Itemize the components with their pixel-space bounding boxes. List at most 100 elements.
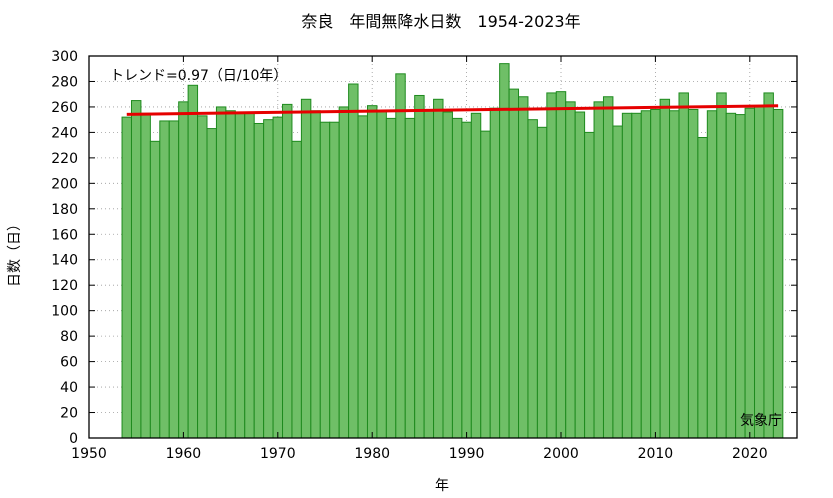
bar-1977 [338, 106, 350, 439]
bar-1982 [385, 117, 397, 439]
bar-2005 [602, 96, 614, 439]
chart-title: 奈良 年間無降水日数 1954-2023年 [301, 12, 580, 31]
bar-2010 [650, 108, 661, 439]
bar-2012 [669, 110, 680, 439]
bar-1965 [225, 110, 236, 439]
bar-1983 [395, 73, 406, 439]
y-axis-ticks: 0 20 40 60 80 100 120 140 160 180 200 220 240 260 280 3… [51, 49, 797, 447]
y-tick-label: 20 [60, 406, 78, 422]
bar-1960 [178, 101, 189, 439]
bar-1973 [300, 98, 312, 439]
bar-1979 [357, 115, 368, 439]
bar-1974 [310, 110, 321, 439]
bar-1978 [348, 83, 359, 439]
bar-2002 [574, 111, 586, 439]
x-tick-label: 1950 [71, 446, 107, 462]
bar-2013 [678, 92, 689, 439]
bar-1987 [433, 98, 444, 439]
bar-1964 [215, 106, 227, 439]
y-tick-label: 120 [51, 278, 78, 294]
bar-1970 [272, 116, 284, 439]
bar-2009 [640, 110, 652, 439]
x-axis-ticks: 1950 1960 1970 1980 1990 2000 2010 2020 [71, 56, 768, 462]
y-tick-label: 220 [51, 151, 78, 167]
x-tick-label: 1980 [354, 446, 390, 462]
bar-2008 [631, 112, 642, 439]
bar-1975 [319, 121, 331, 439]
bar-1985 [414, 94, 425, 439]
bar-1966 [234, 112, 246, 439]
y-tick-label: 140 [51, 253, 78, 269]
bar-1990 [461, 121, 472, 439]
bar-1967 [244, 112, 255, 439]
bar-1958 [159, 120, 170, 439]
bar-1959 [168, 120, 180, 439]
source-label: 気象庁 [740, 413, 782, 429]
x-tick-label: 1970 [260, 446, 296, 462]
bar-1989 [451, 117, 463, 439]
bar-2007 [621, 112, 633, 439]
bar-1986 [423, 108, 435, 439]
bar-2011 [659, 98, 671, 439]
bar-1962 [197, 115, 208, 439]
bar-1988 [442, 111, 453, 439]
bar-2022 [763, 92, 774, 439]
bar-2017 [716, 92, 727, 439]
bar-2019 [735, 114, 746, 439]
bar-2016 [706, 110, 718, 439]
bar-1957 [149, 140, 161, 439]
bar-1994 [499, 63, 510, 439]
x-axis-label: 年 [435, 478, 449, 494]
bar-1991 [470, 112, 482, 439]
bar-1954 [121, 116, 132, 439]
x-tick-label: 2020 [732, 446, 768, 462]
y-tick-label: 60 [60, 355, 78, 371]
y-tick-label: 280 [51, 74, 78, 90]
bar-1997 [527, 119, 538, 439]
bar-1968 [253, 122, 265, 439]
bar-1971 [282, 103, 293, 439]
bar-1996 [518, 96, 529, 439]
bar-2006 [612, 125, 623, 439]
bar-1961 [187, 84, 199, 439]
bar-2001 [565, 101, 576, 439]
bar-1998 [536, 126, 548, 439]
y-tick-label: 180 [51, 202, 78, 218]
trend-label: トレンド=0.97（日/10年） [110, 68, 287, 84]
trend-line [126, 104, 779, 116]
bar-1976 [329, 121, 340, 439]
x-tick-label: 1990 [449, 446, 485, 462]
bar-2021 [754, 106, 765, 439]
bar-2004 [593, 101, 604, 439]
bar-2018 [725, 112, 737, 439]
bar-series [121, 63, 784, 439]
y-tick-label: 80 [60, 329, 78, 345]
y-tick-label: 160 [51, 227, 78, 243]
bar-1963 [206, 128, 217, 439]
bar-1995 [508, 88, 520, 439]
y-axis-label: 日数（日） [7, 217, 23, 287]
bar-1993 [489, 107, 501, 439]
x-tick-label: 2000 [543, 446, 579, 462]
bar-2000 [555, 91, 567, 439]
y-tick-label: 100 [51, 304, 78, 320]
bar-1992 [480, 130, 491, 439]
x-tick-label: 1960 [166, 446, 202, 462]
bar-1956 [140, 112, 151, 439]
bar-2023 [772, 108, 784, 439]
bar-1981 [376, 110, 387, 439]
bar-2014 [687, 108, 699, 439]
bar-1984 [404, 117, 416, 439]
bar-2015 [697, 136, 708, 439]
y-tick-label: 40 [60, 380, 78, 396]
bar-2020 [744, 107, 756, 439]
y-tick-label: 240 [51, 125, 78, 141]
bar-2003 [584, 131, 595, 439]
bar-1980 [366, 105, 378, 439]
plot-area-frame [88, 55, 798, 439]
y-tick-label: 260 [51, 100, 78, 116]
bar-1969 [263, 119, 274, 439]
bar-1955 [130, 100, 142, 439]
x-tick-label: 2010 [638, 446, 674, 462]
